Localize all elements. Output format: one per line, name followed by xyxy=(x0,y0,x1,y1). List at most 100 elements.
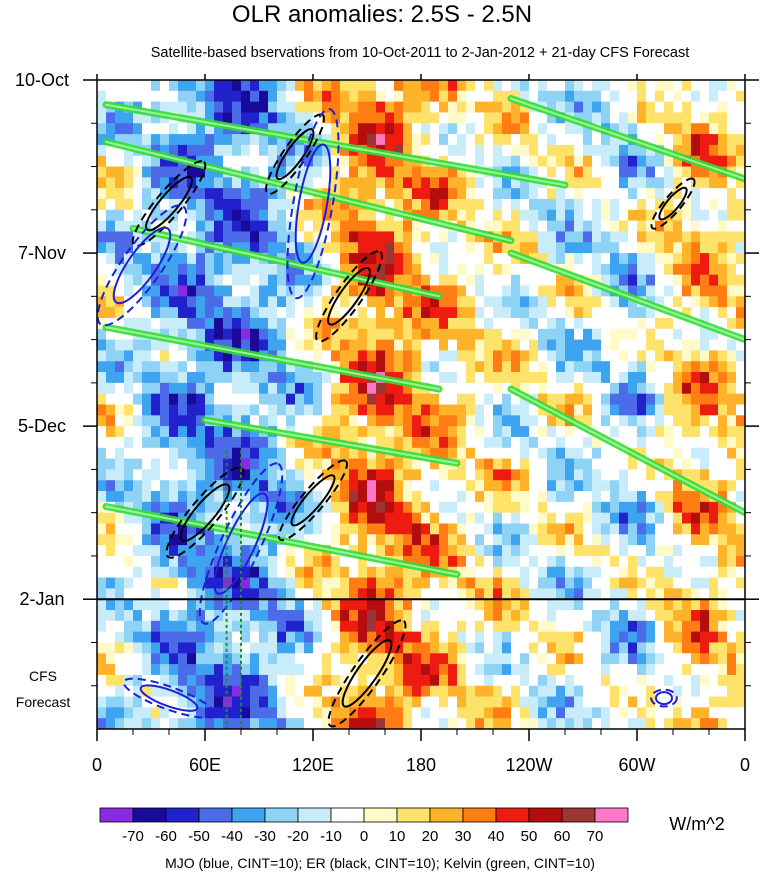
heatmap-cell xyxy=(178,285,188,297)
heatmap-cell xyxy=(511,642,521,654)
heatmap-cell xyxy=(718,361,728,373)
heatmap-cell xyxy=(475,491,485,503)
heatmap-cell xyxy=(322,285,332,297)
heatmap-cell xyxy=(664,188,674,200)
heatmap-cell xyxy=(664,599,674,611)
heatmap-cell xyxy=(304,523,314,535)
heatmap-cell xyxy=(97,610,107,622)
heatmap-cell xyxy=(394,620,404,633)
heatmap-cell xyxy=(250,328,260,341)
er-wave-contour xyxy=(290,474,336,527)
heatmap-cell xyxy=(268,436,278,449)
heatmap-cell xyxy=(142,198,152,211)
heatmap-cell xyxy=(619,177,629,189)
heatmap-cell xyxy=(151,426,161,438)
heatmap-cell xyxy=(574,328,584,341)
heatmap-cell xyxy=(367,296,377,308)
heatmap-cell xyxy=(169,523,179,535)
heatmap-cell xyxy=(367,631,377,644)
heatmap-cell xyxy=(574,610,584,622)
heatmap-cell xyxy=(718,317,728,330)
heatmap-cell xyxy=(457,209,467,222)
heatmap-cell xyxy=(493,144,503,157)
heatmap-cell xyxy=(133,123,143,135)
heatmap-cell xyxy=(457,274,467,287)
heatmap-cell xyxy=(700,307,710,319)
heatmap-cell xyxy=(565,599,575,611)
heatmap-cell xyxy=(439,339,449,352)
heatmap-cell xyxy=(619,350,629,362)
heatmap-cell xyxy=(331,209,341,222)
heatmap-cell xyxy=(619,545,629,557)
heatmap-cell xyxy=(133,198,143,211)
heatmap-cell xyxy=(520,436,530,449)
heatmap-cell xyxy=(439,610,449,622)
heatmap-cell xyxy=(232,101,242,114)
heatmap-cell xyxy=(259,555,269,568)
heatmap-cell xyxy=(637,555,647,568)
heatmap-cell xyxy=(646,545,656,557)
heatmap-cell xyxy=(511,296,521,308)
heatmap-cell xyxy=(646,285,656,297)
heatmap-cell xyxy=(313,285,323,297)
heatmap-cell xyxy=(547,566,557,579)
heatmap-cell xyxy=(511,491,521,503)
heatmap-cell xyxy=(439,555,449,568)
heatmap-cell xyxy=(727,610,737,622)
heatmap-cell xyxy=(457,566,467,579)
heatmap-cell xyxy=(385,339,395,352)
heatmap-cell xyxy=(718,144,728,157)
heatmap-cell xyxy=(241,577,251,589)
er-wave-contour xyxy=(145,175,193,232)
heatmap-cell xyxy=(619,188,629,200)
colorbar-swatch xyxy=(363,807,398,823)
heatmap-cell xyxy=(160,393,170,406)
heatmap-cell xyxy=(502,209,512,222)
heatmap-cell xyxy=(223,653,233,665)
heatmap-cell xyxy=(601,480,611,492)
heatmap-cell xyxy=(655,501,665,514)
heatmap-cell xyxy=(457,588,467,600)
heatmap-cell xyxy=(682,274,692,287)
heatmap-cell xyxy=(358,534,368,546)
heatmap-cell xyxy=(421,631,431,644)
heatmap-cell xyxy=(196,177,206,189)
heatmap-cell xyxy=(619,372,629,384)
heatmap-cell xyxy=(349,339,359,352)
heatmap-cell xyxy=(232,696,242,708)
heatmap-cell xyxy=(187,534,197,546)
heatmap-cell xyxy=(142,458,152,470)
heatmap-cell xyxy=(430,501,440,514)
heatmap-cell xyxy=(124,80,134,92)
heatmap-cell xyxy=(556,317,566,330)
heatmap-cell xyxy=(547,90,557,103)
heatmap-cell xyxy=(511,436,521,449)
heatmap-cell xyxy=(367,350,377,362)
heatmap-cell xyxy=(511,101,521,114)
heatmap-cell xyxy=(232,328,242,341)
heatmap-cell xyxy=(430,231,440,243)
heatmap-cell xyxy=(430,339,440,352)
heatmap-cell xyxy=(97,480,107,492)
heatmap-cell xyxy=(493,436,503,449)
heatmap-cell xyxy=(286,620,296,633)
heatmap-cell xyxy=(448,123,458,135)
heatmap-cell xyxy=(646,534,656,546)
heatmap-cell xyxy=(214,534,224,546)
heatmap-cell xyxy=(277,620,287,633)
heatmap-cell xyxy=(340,426,350,438)
heatmap-cell xyxy=(547,209,557,222)
heatmap-cell xyxy=(664,491,674,503)
heatmap-cell xyxy=(196,599,206,611)
heatmap-cell xyxy=(637,577,647,589)
er-wave-contour xyxy=(327,267,371,326)
heatmap-cell xyxy=(268,328,278,341)
heatmap-cell xyxy=(385,610,395,622)
heatmap-cell xyxy=(223,339,233,352)
heatmap-cell xyxy=(682,242,692,254)
heatmap-cell xyxy=(493,555,503,568)
heatmap-cell xyxy=(727,231,737,243)
heatmap-cell xyxy=(367,404,377,416)
heatmap-cell xyxy=(592,588,602,600)
heatmap-cell xyxy=(277,317,287,330)
